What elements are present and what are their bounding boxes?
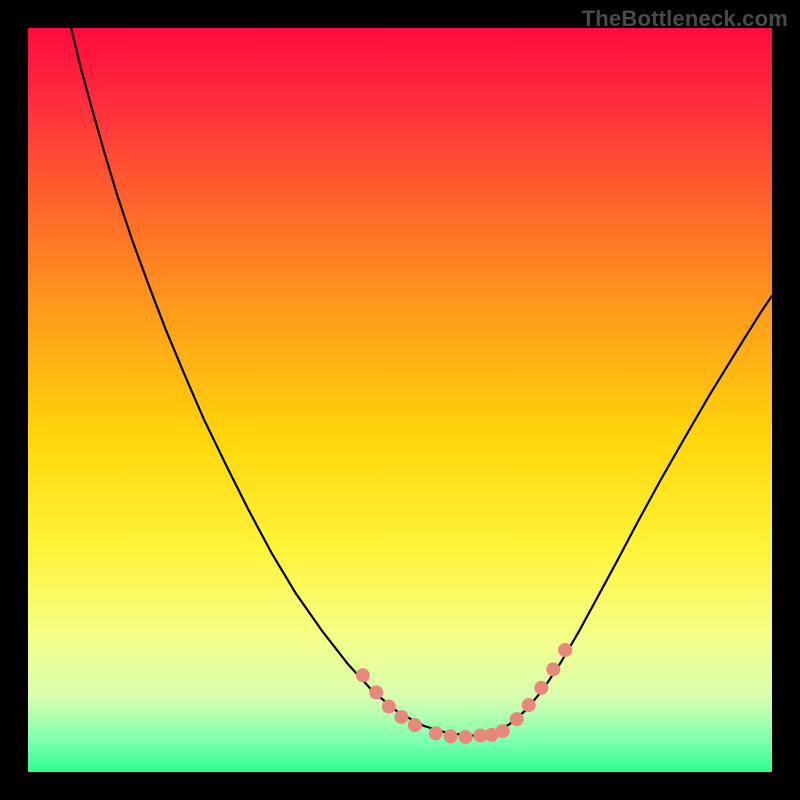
- data-marker: [522, 698, 536, 712]
- data-marker: [534, 681, 548, 695]
- data-marker: [408, 718, 422, 732]
- data-marker: [510, 712, 524, 726]
- data-marker: [394, 710, 408, 724]
- data-marker: [356, 668, 370, 682]
- data-marker: [496, 724, 510, 738]
- watermark-text: TheBottleneck.com: [582, 6, 788, 32]
- data-marker: [458, 730, 472, 744]
- bottleneck-chart: [0, 0, 800, 800]
- data-marker: [382, 700, 396, 714]
- data-marker: [369, 685, 383, 699]
- data-marker: [429, 726, 443, 740]
- data-marker: [558, 643, 572, 657]
- data-marker: [444, 729, 458, 743]
- data-marker: [546, 662, 560, 676]
- plot-background: [28, 28, 772, 772]
